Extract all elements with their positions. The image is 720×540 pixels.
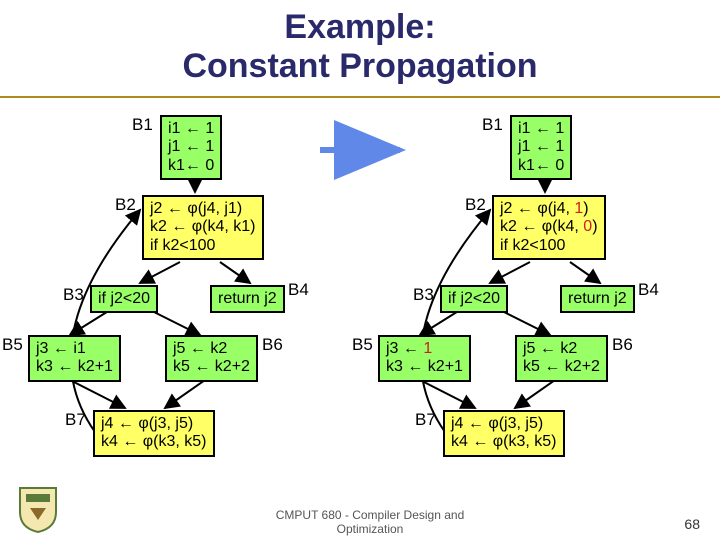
b4-right-line1: return j2 xyxy=(568,290,627,307)
b2-right-line1-red: 1 xyxy=(574,200,583,217)
b7-left-line2: k4 ← φ(k3, k5) xyxy=(101,433,207,450)
b1-left-line3: k1← 0 xyxy=(168,157,214,174)
label-b6-right: B6 xyxy=(612,335,633,355)
node-b6-left: j5 ← k2 k5 ← k2+2 xyxy=(165,335,258,382)
node-b1-left: i1 ← 1 j1 ← 1 k1← 0 xyxy=(160,115,222,180)
b5-left-line1: j3 ← i1 xyxy=(36,340,86,357)
node-b5-left: j3 ← i1 k3 ← k2+1 xyxy=(28,335,121,382)
b2-right-line1-pre: j2 ← φ(j4, xyxy=(500,200,574,217)
b1-right-line1: i1 ← 1 xyxy=(518,120,564,137)
node-b4-left: return j2 xyxy=(210,285,285,313)
b1-right-line2: j1 ← 1 xyxy=(518,138,564,155)
b5-right-line1-pre: j3 ← xyxy=(386,340,423,357)
label-b6-left: B6 xyxy=(262,335,283,355)
b2-right-line2-red: 0 xyxy=(583,218,592,235)
b2-left-line2: k2 ← φ(k4, k1) xyxy=(150,218,256,235)
node-b2-left: j2 ← φ(j4, j1) k2 ← φ(k4, k1) if k2<100 xyxy=(142,195,264,260)
node-b1-right: i1 ← 1 j1 ← 1 k1← 0 xyxy=(510,115,572,180)
b5-right-line1-red: 1 xyxy=(423,340,432,357)
node-b2-right: j2 ← φ(j4, 1) k2 ← φ(k4, 0) if k2<100 xyxy=(492,195,606,260)
label-b4-left: B4 xyxy=(288,280,309,300)
label-b4-right: B4 xyxy=(638,280,659,300)
diagram-area: B1 i1 ← 1 j1 ← 1 k1← 0 B2 j2 ← φ(j4, j1)… xyxy=(0,110,720,530)
b7-left-line1: j4 ← φ(j3, j5) xyxy=(101,415,193,432)
b5-right-line2: k3 ← k2+1 xyxy=(386,358,463,375)
label-b7-left: B7 xyxy=(65,410,86,430)
b3-left-line1: if j2<20 xyxy=(98,290,150,307)
b7-right-line2: k4 ← φ(k3, k5) xyxy=(451,433,557,450)
node-b5-right: j3 ← 1 k3 ← k2+1 xyxy=(378,335,471,382)
node-b7-left: j4 ← φ(j3, j5) k4 ← φ(k3, k5) xyxy=(93,410,215,457)
b6-left-line1: j5 ← k2 xyxy=(173,340,227,357)
crest-icon xyxy=(16,484,60,534)
node-b3-right: if j2<20 xyxy=(440,285,508,313)
node-b3-left: if j2<20 xyxy=(90,285,158,313)
b2-right-line2-pre: k2 ← φ(k4, xyxy=(500,218,583,235)
node-b4-right: return j2 xyxy=(560,285,635,313)
edges-svg xyxy=(0,110,720,530)
title-line2: Constant Propagation xyxy=(182,47,537,85)
node-b6-right: j5 ← k2 k5 ← k2+2 xyxy=(515,335,608,382)
b4-left-line1: return j2 xyxy=(218,290,277,307)
page-number: 68 xyxy=(684,516,700,532)
label-b1-left: B1 xyxy=(132,115,153,135)
b2-right-line2-post: ) xyxy=(592,218,597,235)
label-b7-right: B7 xyxy=(415,410,436,430)
slide-title: Example: Constant Propagation xyxy=(0,0,720,86)
node-b7-right: j4 ← φ(j3, j5) k4 ← φ(k3, k5) xyxy=(443,410,565,457)
footer-text: CMPUT 680 - Compiler Design and Optimiza… xyxy=(250,508,490,536)
title-rule xyxy=(0,96,720,98)
label-b2-left: B2 xyxy=(115,195,136,215)
b2-right-line3: if k2<100 xyxy=(500,237,565,254)
b1-left-line1: i1 ← 1 xyxy=(168,120,214,137)
label-b5-right: B5 xyxy=(352,335,373,355)
b6-left-line2: k5 ← k2+2 xyxy=(173,358,250,375)
label-b2-right: B2 xyxy=(465,195,486,215)
b1-left-line2: j1 ← 1 xyxy=(168,138,214,155)
label-b5-left: B5 xyxy=(2,335,23,355)
b2-left-line3: if k2<100 xyxy=(150,237,215,254)
b6-right-line1: j5 ← k2 xyxy=(523,340,577,357)
b2-right-line1-post: ) xyxy=(583,200,588,217)
label-b1-right: B1 xyxy=(482,115,503,135)
b7-right-line1: j4 ← φ(j3, j5) xyxy=(451,415,543,432)
b3-right-line1: if j2<20 xyxy=(448,290,500,307)
b5-left-line2: k3 ← k2+1 xyxy=(36,358,113,375)
label-b3-left: B3 xyxy=(63,285,84,305)
b1-right-line3: k1← 0 xyxy=(518,157,564,174)
title-line1: Example: xyxy=(284,8,435,46)
label-b3-right: B3 xyxy=(413,285,434,305)
b2-left-line1: j2 ← φ(j4, j1) xyxy=(150,200,242,217)
b6-right-line2: k5 ← k2+2 xyxy=(523,358,600,375)
